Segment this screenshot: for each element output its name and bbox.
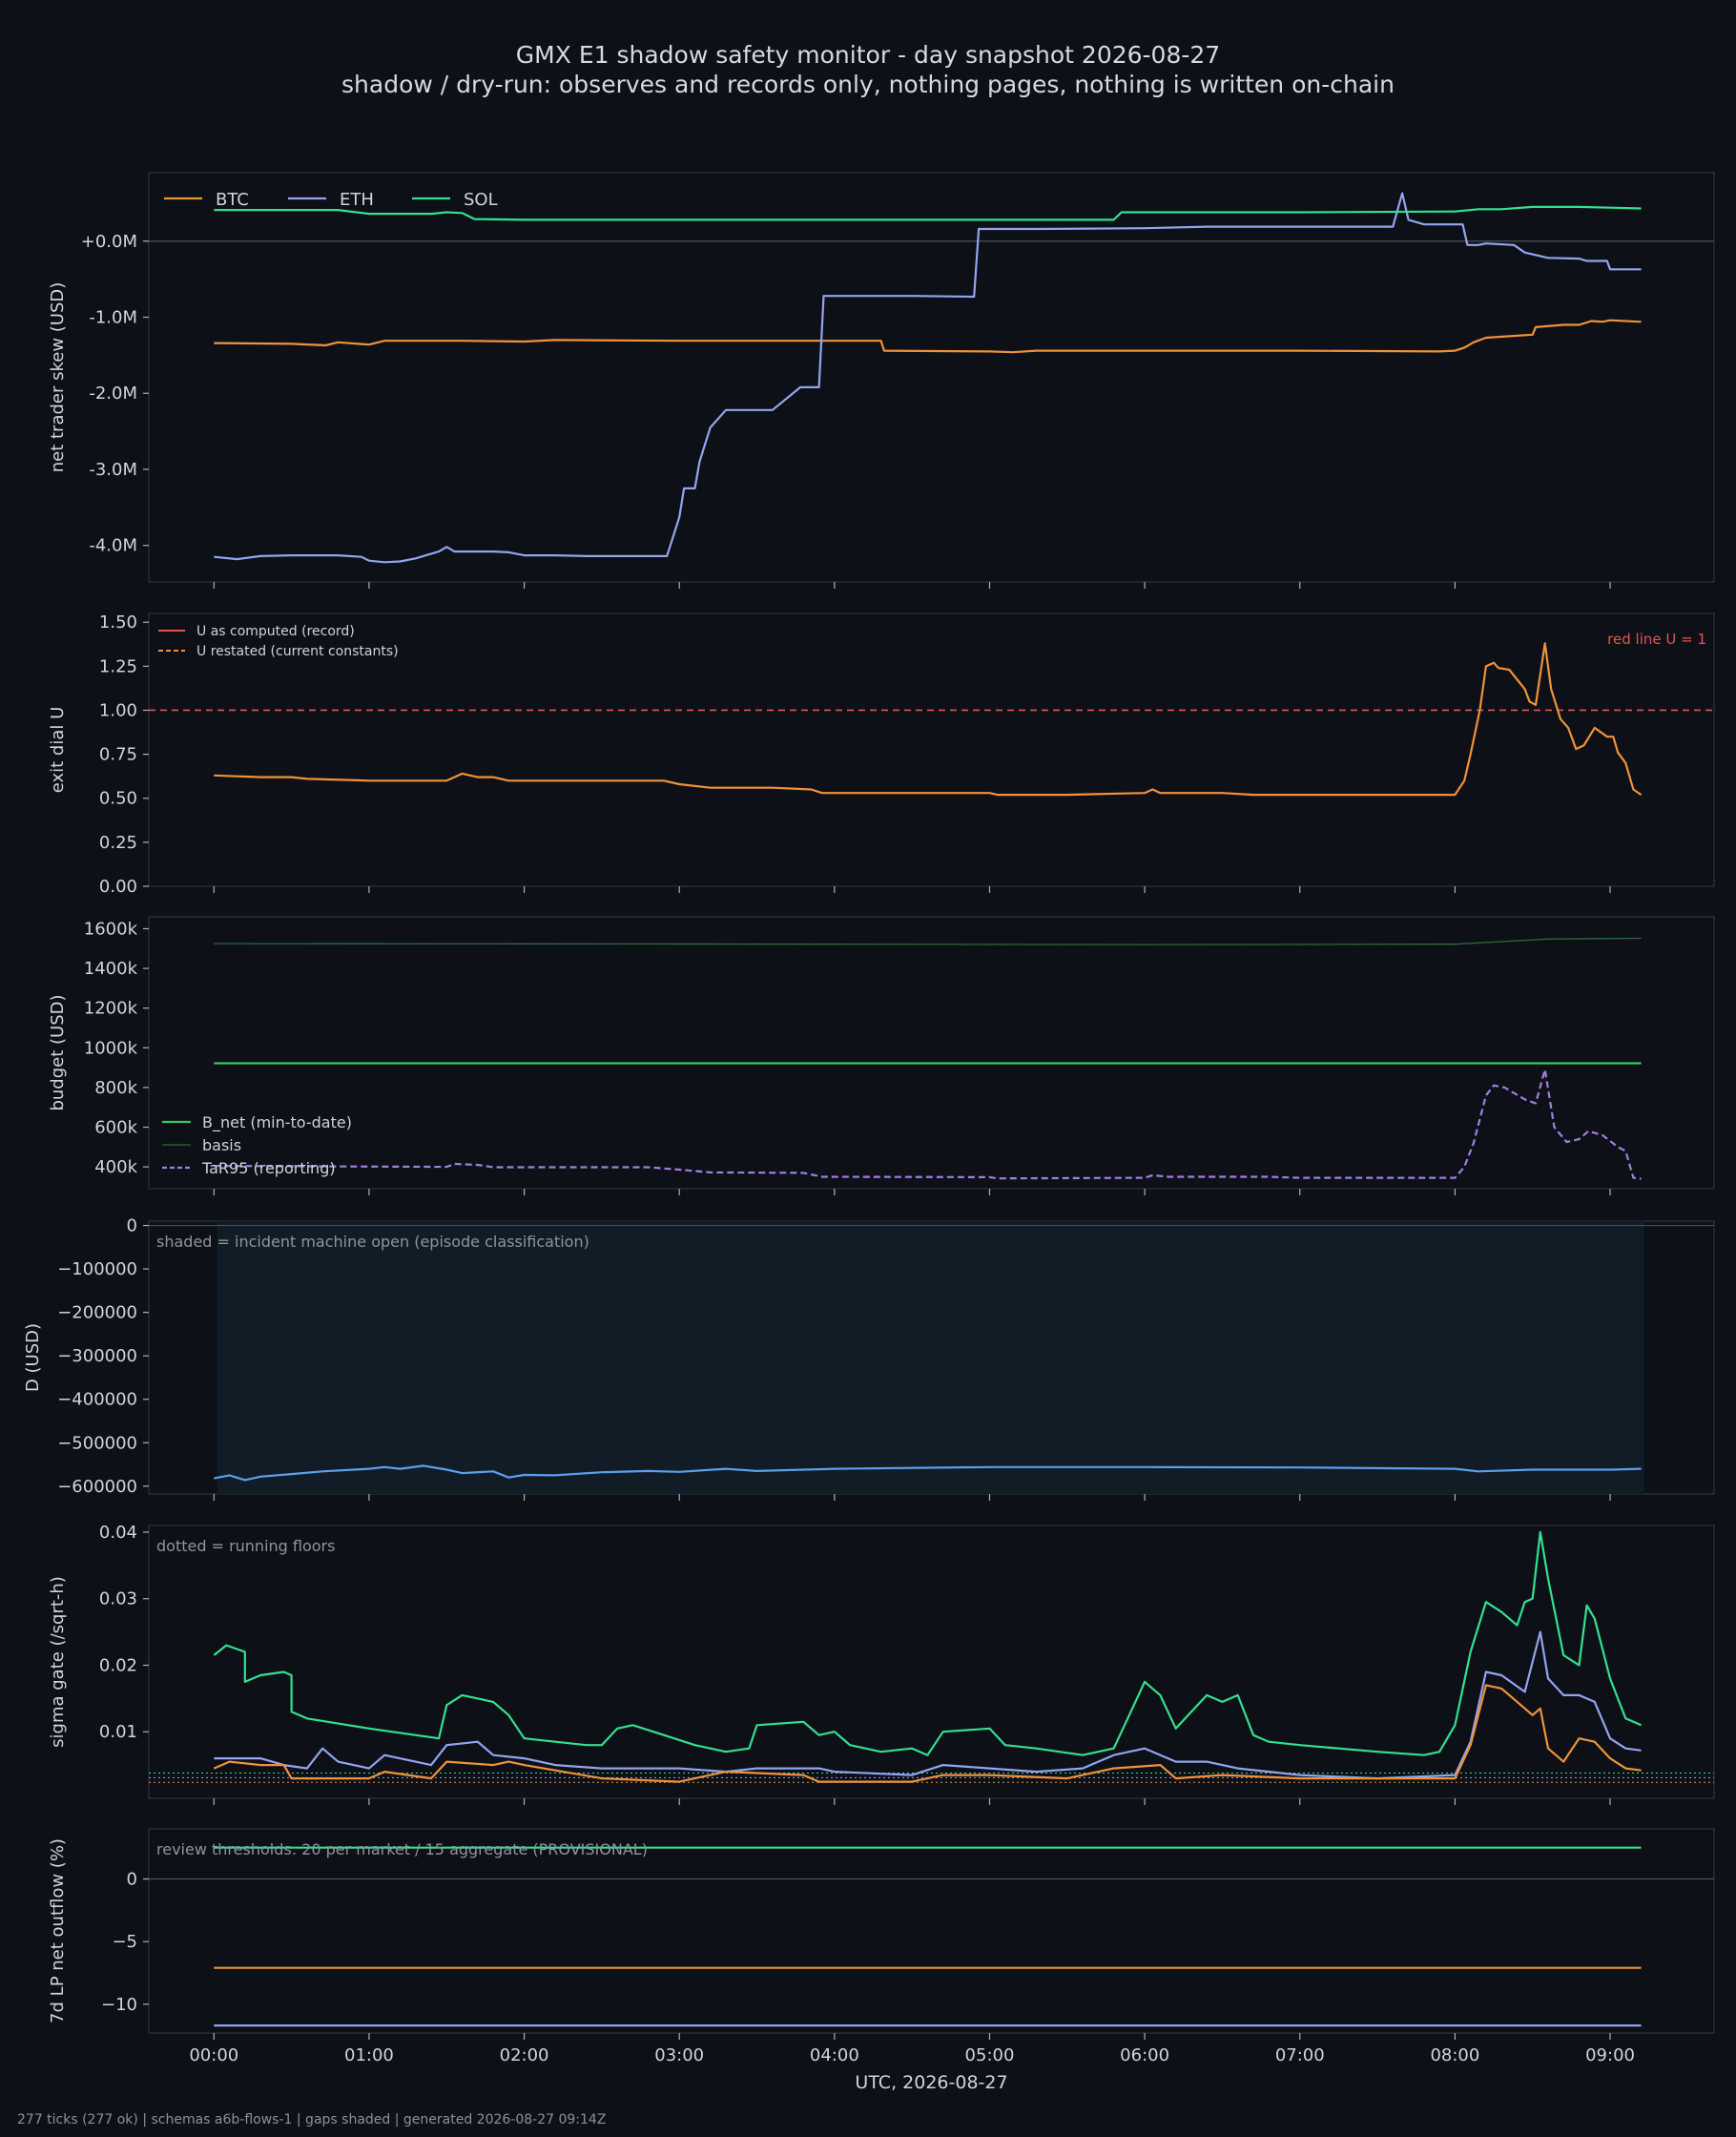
y-tick-label: 1400k: [84, 959, 138, 979]
y-tick-label: 800k: [94, 1078, 137, 1098]
y-tick-label: -4.0M: [89, 536, 137, 556]
y-tick-label: 0.03: [99, 1589, 137, 1609]
x-tick-label: 07:00: [1275, 2045, 1325, 2065]
plot-frame: [148, 612, 1715, 887]
y-axis-label: 7d LP net outflow (%): [48, 1838, 68, 2023]
panel-annotation: dotted = running floors: [156, 1537, 335, 1555]
x-tick-label: 05:00: [965, 2045, 1015, 2065]
x-tick-label: 06:00: [1120, 2045, 1169, 2065]
legend-label: TaR95 (reporting): [201, 1159, 336, 1177]
y-tick-label: −5: [112, 1932, 137, 1952]
panel-5: [143, 1525, 1715, 1805]
series-line-sol: [213, 1530, 1643, 1756]
footer-status: 277 ticks (277 ok) | schemas a6b-flows-1…: [17, 2112, 607, 2127]
y-tick-label: -3.0M: [89, 460, 137, 480]
y-tick-label: 1.25: [99, 656, 137, 676]
plot-frame: [148, 916, 1715, 1190]
series-line-basis: [214, 937, 1642, 945]
chart-subtitle: shadow / dry-run: observes and records o…: [341, 71, 1395, 98]
series-line-btc: [214, 319, 1642, 354]
incident-shade: [217, 1221, 1644, 1494]
legend-label: U restated (current constants): [196, 644, 399, 659]
y-axis-label: net trader skew (USD): [48, 282, 68, 473]
series-line-d: [214, 1464, 1642, 1482]
y-tick-label: 0.02: [99, 1655, 137, 1675]
y-axis-label: budget (USD): [48, 994, 68, 1110]
y-tick-label: 0: [127, 1870, 137, 1890]
y-tick-label: 400k: [94, 1157, 137, 1177]
series-line-tar95-reporting-: [214, 1068, 1642, 1180]
y-tick-label: 600k: [94, 1118, 137, 1138]
y-axis-label: D (USD): [23, 1323, 43, 1392]
panel-annotation: review thresholds: 20 per market / 15 ag…: [156, 1840, 648, 1858]
plot-frame: [148, 1828, 1715, 2034]
legend-label: ETH: [340, 190, 374, 210]
y-tick-label: 1200k: [84, 999, 138, 1019]
red-line-label: red line U = 1: [1607, 631, 1706, 648]
y-tick-label: 0.25: [99, 833, 137, 853]
x-tick-label: 08:00: [1430, 2045, 1479, 2065]
legend-label: basis: [202, 1136, 241, 1154]
y-tick-label: 0: [127, 1216, 137, 1236]
y-tick-label: -2.0M: [89, 384, 137, 404]
x-tick-label: 04:00: [810, 2045, 859, 2065]
y-tick-label: 0.01: [99, 1722, 137, 1742]
y-tick-label: 1000k: [84, 1038, 138, 1058]
plot-frame: [148, 172, 1715, 583]
chart-title: GMX E1 shadow safety monitor - day snaps…: [515, 41, 1221, 69]
panel-1: [143, 172, 1715, 589]
panel-annotation: shaded = incident machine open (episode …: [156, 1233, 589, 1251]
x-axis-label: UTC, 2026-08-27: [855, 2072, 1007, 2093]
y-tick-label: −600000: [57, 1477, 137, 1497]
x-tick-label: 02:00: [500, 2045, 549, 2065]
series-line-sol: [214, 205, 1642, 221]
y-tick-label: -1.0M: [89, 308, 137, 328]
y-tick-label: −10: [101, 1995, 137, 2015]
y-tick-label: 1.50: [99, 612, 137, 633]
legend-label: U as computed (record): [196, 624, 355, 639]
y-tick-label: 0.75: [99, 745, 137, 765]
y-tick-label: −400000: [57, 1390, 137, 1410]
y-tick-label: 0.04: [99, 1523, 137, 1543]
y-tick-label: −500000: [57, 1433, 137, 1453]
y-tick-label: −300000: [57, 1346, 137, 1366]
y-tick-label: −200000: [57, 1303, 137, 1323]
panel-6: [143, 1828, 1715, 2040]
x-tick-label: 00:00: [189, 2045, 238, 2065]
y-tick-label: 1600k: [84, 919, 138, 939]
series-line-eth: [214, 192, 1642, 564]
panel-2: [143, 612, 1715, 893]
panel-4: [143, 1220, 1715, 1501]
y-axis-label: sigma gate (/sqrt-h): [48, 1576, 68, 1748]
y-tick-label: −100000: [57, 1259, 137, 1279]
x-tick-label: 09:00: [1585, 2045, 1635, 2065]
y-axis-label: exit dial U: [48, 707, 68, 794]
series-line-u: [214, 642, 1643, 797]
panel-3: [143, 916, 1715, 1195]
y-tick-label: 0.00: [99, 877, 137, 897]
y-tick-label: 1.00: [99, 700, 137, 720]
legend-label: SOL: [464, 190, 498, 210]
x-tick-label: 01:00: [344, 2045, 394, 2065]
y-tick-label: +0.0M: [81, 232, 137, 252]
legend-label: BTC: [216, 190, 249, 210]
plot-frame: [148, 1525, 1715, 1799]
series-line-eth: [214, 1630, 1642, 1780]
legend-label: B_net (min-to-date): [202, 1113, 352, 1132]
y-tick-label: 0.50: [99, 789, 137, 809]
x-tick-label: 03:00: [654, 2045, 704, 2065]
series-line-btc: [213, 1684, 1642, 1783]
